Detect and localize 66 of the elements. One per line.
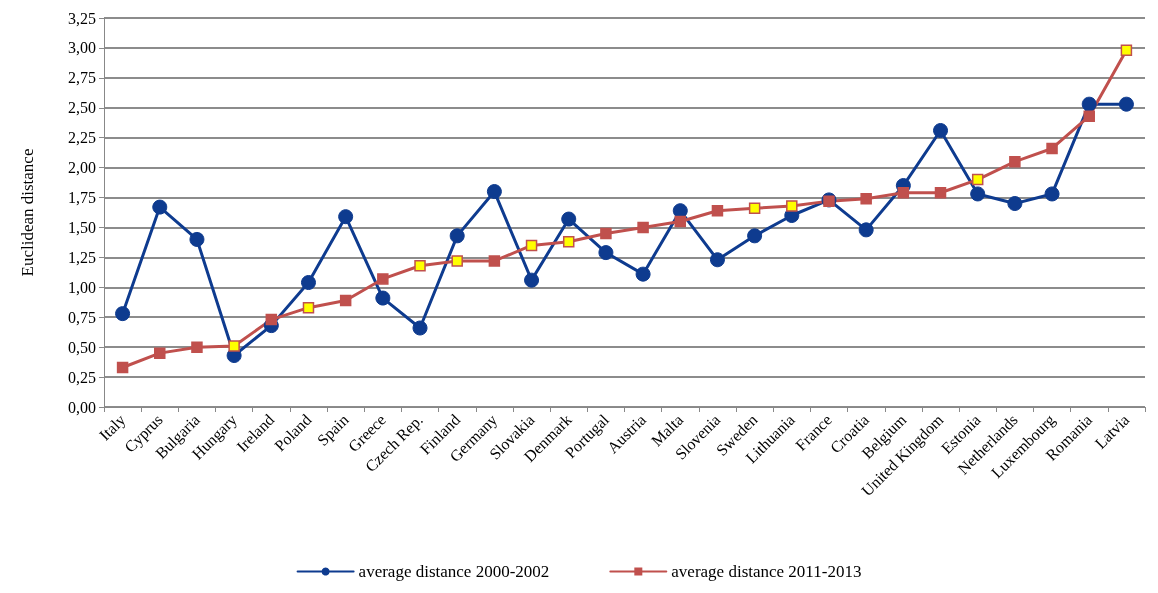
y-axis-title: Euclidean distance [18, 148, 37, 277]
point [486, 184, 502, 200]
point [154, 347, 166, 359]
point [1007, 196, 1023, 212]
y-tick-label: 1,50 [68, 218, 96, 236]
y-tick-label: 0,50 [68, 338, 96, 356]
point [933, 123, 949, 139]
y-tick-label: 2,50 [68, 99, 96, 117]
legend-label: average distance 2011-2013 [671, 562, 862, 581]
y-tick-label: 1,25 [68, 248, 96, 266]
point [339, 294, 352, 307]
point [412, 320, 428, 336]
point [860, 192, 872, 205]
point [377, 273, 389, 285]
y-tick-label: 3,25 [68, 9, 96, 27]
point [1009, 155, 1021, 168]
point [1120, 44, 1133, 57]
point [709, 252, 725, 268]
y-tick-label: 2,25 [68, 129, 96, 147]
point [635, 266, 651, 282]
point [897, 187, 910, 199]
point [1046, 142, 1058, 155]
point [970, 186, 986, 202]
point [302, 301, 315, 314]
y-tick-label: 0,00 [68, 398, 96, 416]
point [674, 215, 687, 228]
y-tick-label: 2,00 [68, 159, 96, 177]
y-tick-label: 3,00 [68, 39, 96, 57]
point [786, 200, 798, 212]
point [748, 202, 761, 215]
point [449, 228, 465, 244]
y-tick-label: 2,75 [68, 69, 96, 87]
y-tick-label: 1,00 [68, 278, 96, 296]
y-tick-label: 0,25 [68, 368, 96, 386]
point [375, 290, 391, 306]
y-tick-label: 0,75 [68, 308, 96, 326]
point [1044, 186, 1060, 202]
point [971, 173, 984, 186]
legend-label: average distance 2000-2002 [358, 562, 550, 581]
point [116, 361, 129, 374]
point [524, 272, 540, 288]
point [711, 204, 724, 217]
point [561, 211, 577, 227]
point [189, 231, 205, 247]
point [525, 239, 538, 252]
point [598, 245, 614, 261]
point [1118, 96, 1134, 112]
point [301, 275, 316, 291]
point [858, 222, 874, 238]
point [1081, 96, 1097, 112]
point [115, 306, 131, 322]
point [600, 227, 612, 240]
point [451, 255, 463, 267]
point [562, 236, 575, 248]
point [488, 255, 501, 267]
point [265, 313, 278, 326]
point [934, 187, 947, 199]
point [637, 221, 649, 234]
point [338, 209, 354, 225]
y-tick-label: 1,75 [68, 189, 96, 207]
point [191, 341, 203, 353]
point [747, 228, 763, 244]
point [414, 260, 426, 272]
point [1083, 110, 1095, 122]
point [152, 199, 168, 215]
point [228, 340, 240, 352]
